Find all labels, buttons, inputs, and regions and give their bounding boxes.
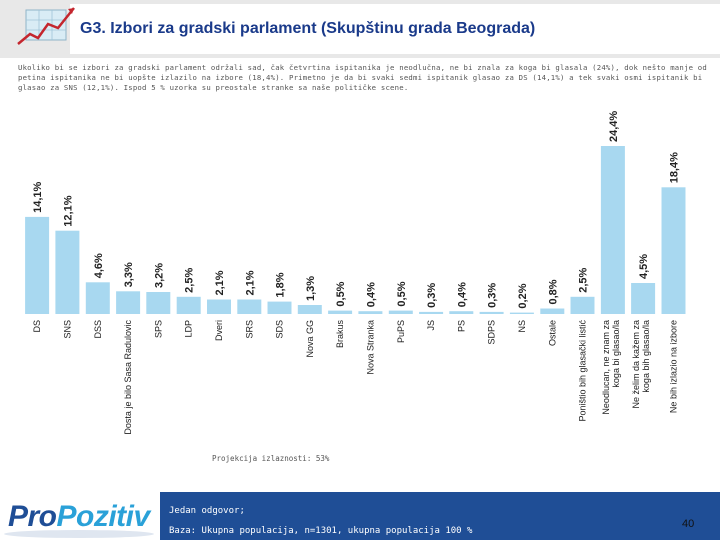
category-label-6: LDP xyxy=(184,320,194,338)
page-number: 40 xyxy=(682,518,695,530)
footer-base-note: Baza: Ukupna populacija, n=1301, ukupna … xyxy=(169,526,473,536)
value-label-11: 0,5% xyxy=(335,281,347,306)
category-label-13: PuPS xyxy=(396,320,406,343)
category-label-1: DS xyxy=(32,320,42,333)
brand-part-2: Pozitiv xyxy=(56,500,151,533)
category-label-20-line-2: koga bi glasao/la xyxy=(611,320,621,388)
bar-8 xyxy=(237,299,262,314)
bar-5 xyxy=(146,292,171,314)
value-label-9: 1,8% xyxy=(275,272,287,297)
trend-chart-logo-icon xyxy=(17,7,75,45)
value-label-4: 3,3% xyxy=(123,262,135,287)
bar-21 xyxy=(631,283,656,314)
value-label-3: 4,6% xyxy=(93,253,105,278)
category-label-21-line-1: Ne želim da kažem za xyxy=(631,320,641,409)
category-label-14: JS xyxy=(426,320,436,331)
bar-10 xyxy=(297,305,322,314)
value-label-12: 0,4% xyxy=(365,282,377,307)
category-label-10: Nova GG xyxy=(305,320,315,358)
bar-7 xyxy=(207,299,231,314)
value-label-13: 0,5% xyxy=(396,281,408,306)
bar-9 xyxy=(267,301,292,314)
bar-16 xyxy=(479,311,504,314)
brand-wordmark: ProPozitiv xyxy=(8,500,150,534)
category-label-12: Nova Stranka xyxy=(365,320,375,375)
bar-22 xyxy=(661,187,686,314)
category-label-2: SNS xyxy=(62,320,72,339)
value-label-1: 14,1% xyxy=(32,181,44,212)
bar-17 xyxy=(509,312,534,314)
value-label-17: 0,2% xyxy=(517,283,529,308)
value-label-18: 0,8% xyxy=(547,279,559,304)
bar-2 xyxy=(55,230,80,314)
bar-6 xyxy=(176,296,201,314)
category-label-16: SDPS xyxy=(487,320,497,345)
category-label-21-line-2: koga bih glasao/la xyxy=(641,320,651,393)
value-label-16: 0,3% xyxy=(487,283,499,308)
category-label-8: SRS xyxy=(244,320,254,339)
bar-12 xyxy=(358,311,383,314)
value-label-2: 12,1% xyxy=(62,195,74,226)
bar-11 xyxy=(328,310,353,314)
category-label-3: DSS xyxy=(93,320,103,339)
bar-14 xyxy=(419,311,444,314)
bar-13 xyxy=(388,310,413,314)
bar-3 xyxy=(85,282,110,314)
value-label-14: 0,3% xyxy=(426,283,438,308)
bar-1 xyxy=(25,216,50,314)
bar-15 xyxy=(449,311,474,314)
bar-18 xyxy=(540,308,565,314)
value-label-19: 2,5% xyxy=(578,268,590,293)
value-label-6: 2,5% xyxy=(184,268,196,293)
header-panel xyxy=(70,4,720,54)
category-label-4: Dosta je bilo Sasa Radulovic xyxy=(123,320,133,435)
value-label-7: 2,1% xyxy=(214,270,226,295)
value-label-20: 24,4% xyxy=(608,111,620,142)
bar-4 xyxy=(116,291,141,314)
bar-20 xyxy=(600,146,625,314)
value-label-10: 1,3% xyxy=(305,276,317,301)
value-label-22: 18,4% xyxy=(669,152,681,183)
footer-band xyxy=(160,492,720,540)
category-label-17: NS xyxy=(517,320,527,333)
category-label-22: Ne bih izlazio na izbore xyxy=(669,320,679,413)
value-label-5: 3,2% xyxy=(153,263,165,288)
category-label-20-line-1: Neodlucan, ne znam za xyxy=(601,320,611,415)
category-label-7: Dveri xyxy=(214,320,224,341)
projection-note: Projekcija izlaznosti: 53% xyxy=(212,454,330,463)
category-label-18: Ostale xyxy=(547,320,557,346)
value-label-21: 4,5% xyxy=(638,254,650,279)
category-label-9: SDS xyxy=(275,320,285,339)
category-label-5: SPS xyxy=(153,320,163,338)
category-label-11: Brakus xyxy=(335,320,345,349)
bar-19 xyxy=(570,296,595,314)
brand-part-1: Pro xyxy=(8,500,57,533)
value-label-15: 0,4% xyxy=(456,282,468,307)
brand-logo-shadow xyxy=(4,530,154,538)
page-title: G3. Izbori za gradski parlament (Skupšti… xyxy=(80,20,536,37)
value-label-8: 2,1% xyxy=(244,270,256,295)
category-label-19: Poništio bih glasački listić xyxy=(578,320,588,422)
category-label-15: PS xyxy=(456,320,466,332)
description-text: Ukoliko bi se izbori za gradski parlamen… xyxy=(18,63,707,92)
footer-answer-note: Jedan odgovor; xyxy=(169,506,245,516)
